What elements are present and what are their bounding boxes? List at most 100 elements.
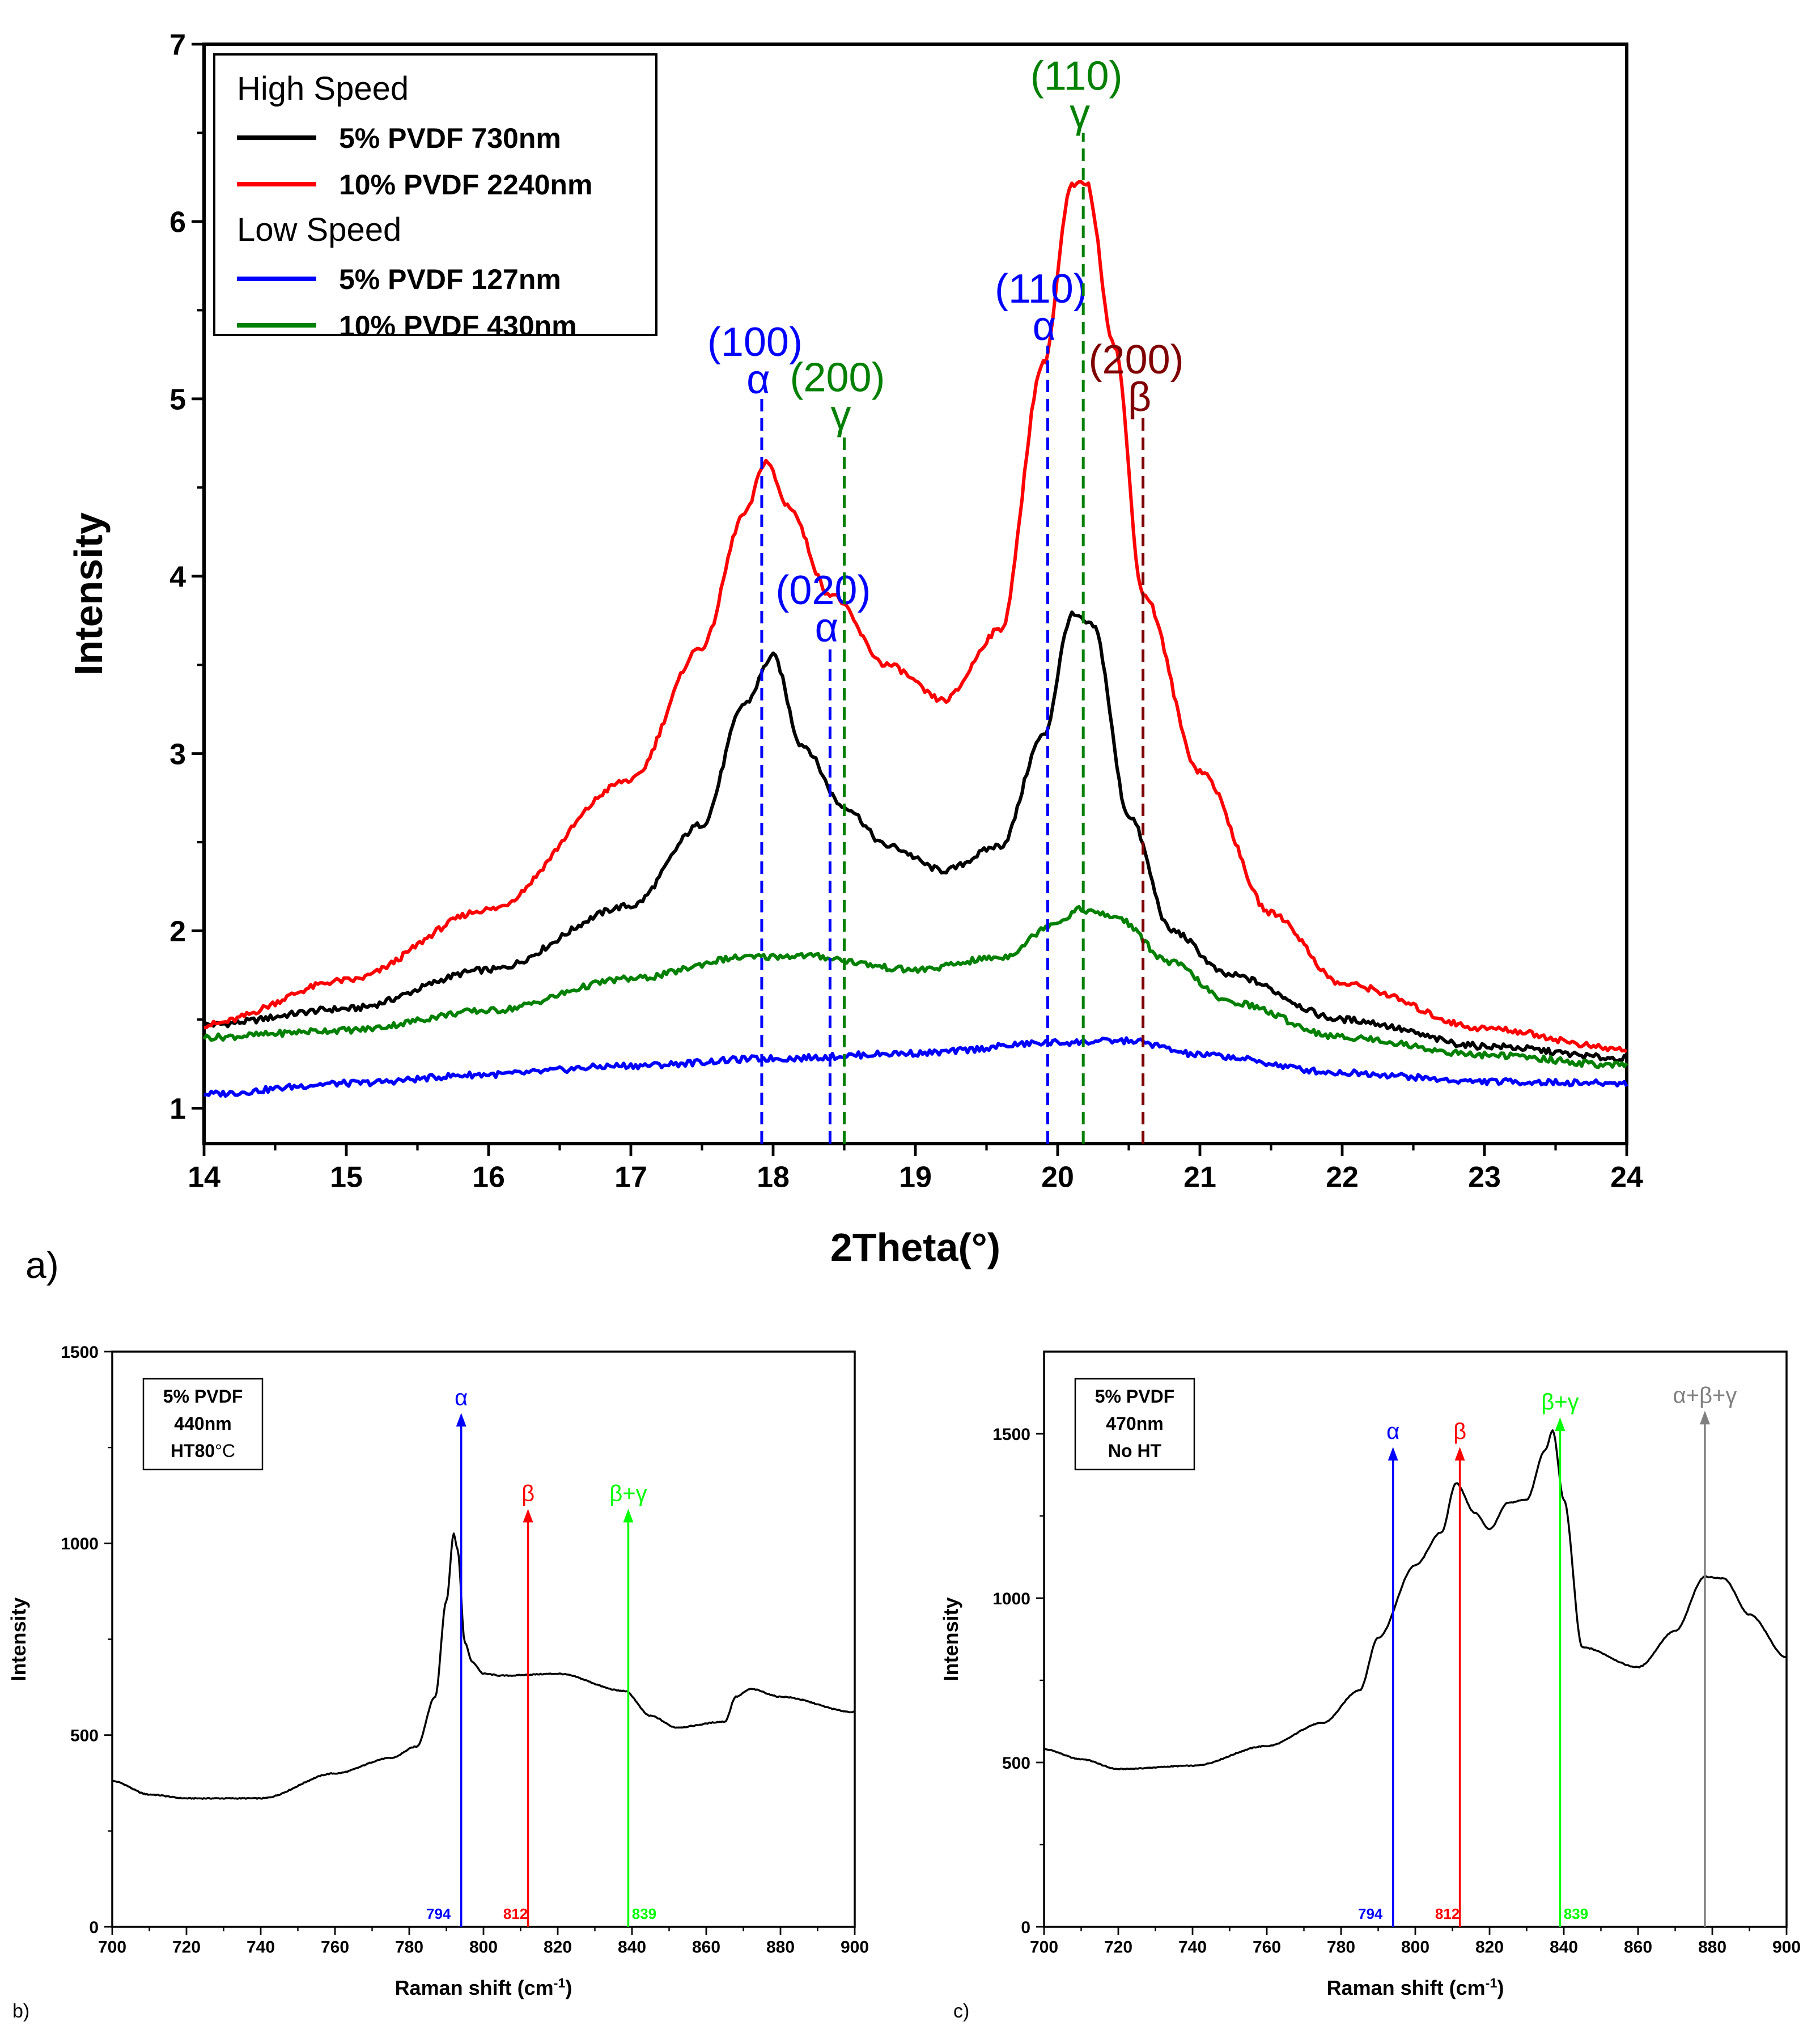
note-line: 470nm xyxy=(1106,1413,1163,1434)
note-line: HT80°C xyxy=(171,1441,235,1461)
x-tick-label: 15 xyxy=(330,1161,363,1194)
chart-c-note: 5% PVDF 470nm No HT xyxy=(1074,1378,1195,1471)
x-tick-label: 740 xyxy=(247,1938,275,1957)
series-line-5-pvdf-127nm xyxy=(203,1036,1628,1098)
x-tick-label: 860 xyxy=(1624,1938,1652,1957)
x-tick-label: 17 xyxy=(614,1161,647,1194)
panel-label: a) xyxy=(26,1244,59,1286)
legend-entry-label: 5% PVDF 730nm xyxy=(339,122,561,154)
y-tick-label: 0 xyxy=(1021,1918,1030,1937)
x-tick-label: 900 xyxy=(841,1938,869,1957)
note-box xyxy=(1074,1378,1195,1471)
marker-plane-label: (020) xyxy=(775,568,871,613)
x-axis-label-text: 2Theta(°) xyxy=(830,1225,1000,1269)
x-tick-label: 840 xyxy=(1550,1938,1578,1957)
x-axis-label-text: Raman shift (cm xyxy=(395,1976,554,1999)
note-line: 5% PVDF xyxy=(163,1386,243,1407)
chart-a-series xyxy=(202,180,1628,1098)
x-tick-label: 760 xyxy=(321,1938,349,1957)
note-text: 5% PVDF xyxy=(163,1386,243,1407)
x-tick-label: 780 xyxy=(395,1938,423,1957)
x-tick-label: 900 xyxy=(1772,1938,1801,1957)
legend-box xyxy=(213,53,657,336)
series-line-10-pvdf-430nm xyxy=(202,904,1628,1069)
x-tick-label: 700 xyxy=(1030,1938,1058,1957)
marker-phase-label: α xyxy=(815,605,839,651)
marker-arrow-head xyxy=(1699,1411,1710,1425)
marker-phase-label: β+γ xyxy=(609,1481,647,1506)
x-axis-label-end: ) xyxy=(565,1976,572,1999)
note-text: HT80 xyxy=(171,1441,215,1461)
note-text: No HT xyxy=(1108,1441,1162,1461)
legend-group-title: Low Speed xyxy=(237,211,401,248)
marker-plane-label: (110) xyxy=(1030,53,1123,99)
chart-b-note: 5% PVDF 440nm HT80°C xyxy=(142,1378,264,1471)
x-axis-label-text: Raman shift (cm xyxy=(1327,1976,1486,1999)
note-line: 440nm xyxy=(174,1413,231,1434)
x-tick-label: 19 xyxy=(899,1161,932,1194)
y-tick-label: 4 xyxy=(169,560,186,593)
x-tick-label: 860 xyxy=(692,1938,720,1957)
panel-label: c) xyxy=(953,2000,969,2022)
marker-arrow-head xyxy=(523,1509,533,1523)
y-tick-label: 5 xyxy=(169,384,186,417)
marker-phase-label: γ xyxy=(1070,91,1090,136)
chart-a-legend: High Speed 5% PVDF 730nm 10% PVDF 2240nm Lo… xyxy=(213,53,657,342)
marker-arrow-head xyxy=(623,1509,634,1523)
legend-group-title: High Speed xyxy=(237,70,409,107)
series-line-raman xyxy=(112,1532,855,1800)
y-axis-label: Intensity xyxy=(66,512,111,676)
y-tick-label: 1 xyxy=(169,1093,186,1125)
note-line: No HT xyxy=(1108,1441,1162,1461)
marker-phase-label: α xyxy=(1033,304,1057,349)
y-tick-label: 2 xyxy=(169,915,186,948)
x-tick-label: 820 xyxy=(544,1938,572,1957)
y-tick-label: 500 xyxy=(1002,1754,1030,1773)
marker-phase-label: β+γ xyxy=(1541,1390,1579,1415)
x-tick-label: 820 xyxy=(1475,1938,1504,1957)
x-tick-label: 800 xyxy=(469,1938,498,1957)
marker-plane-label: (200) xyxy=(790,355,885,400)
y-tick-label: 1500 xyxy=(992,1425,1030,1444)
chart-b-axes: 700 720 740 760 780 800 820 840 860 880 900 0 500 100… xyxy=(7,1343,869,2022)
x-tick-label: 23 xyxy=(1468,1161,1501,1194)
marker-value-label: 794 xyxy=(1358,1905,1383,1922)
panel-label: b) xyxy=(12,2000,29,2022)
y-tick-label: 1000 xyxy=(61,1535,99,1553)
x-tick-label: 720 xyxy=(172,1938,201,1957)
chart-c-markers: α 794 β 812 β+γ 839 α+β+γ xyxy=(1358,1383,1737,1927)
note-text: 470nm xyxy=(1106,1413,1163,1434)
marker-plane-label: (110) xyxy=(995,266,1087,312)
marker-phase-label: α xyxy=(746,357,770,402)
x-tick-label: 24 xyxy=(1610,1161,1643,1194)
marker-phase-label: γ xyxy=(831,392,851,438)
marker-arrow-head xyxy=(1555,1417,1566,1431)
x-tick-label: 760 xyxy=(1253,1938,1281,1957)
y-tick-label: 0 xyxy=(89,1918,99,1937)
marker-value-label: 794 xyxy=(426,1905,451,1922)
x-tick-label: 18 xyxy=(757,1161,790,1194)
marker-phase-label: α+β+γ xyxy=(1673,1383,1737,1408)
x-tick-label: 740 xyxy=(1178,1938,1207,1957)
x-tick-label: 14 xyxy=(188,1161,220,1194)
legend-entry-label: 10% PVDF 2240nm xyxy=(339,169,592,201)
y-tick-label: 7 xyxy=(169,29,186,62)
note-text-unit: °C xyxy=(215,1441,235,1461)
legend-entry-label: 5% PVDF 127nm xyxy=(339,264,561,295)
marker-plane-label: (100) xyxy=(707,320,803,365)
marker-phase-label: α xyxy=(1386,1419,1399,1444)
x-axis-label-sup: -1 xyxy=(554,1976,566,1990)
y-tick-label: 6 xyxy=(169,206,186,239)
marker-phase-label: β xyxy=(1128,375,1151,420)
x-axis-label: Raman shift (cm-1) xyxy=(395,1976,572,1999)
y-axis-label: Intensity xyxy=(939,1597,962,1681)
marker-plane-label: (200) xyxy=(1089,337,1184,383)
y-tick-label: 500 xyxy=(70,1726,99,1745)
chart-b-series xyxy=(112,1532,855,1800)
x-tick-label: 840 xyxy=(618,1938,646,1957)
marker-phase-label: β xyxy=(521,1481,534,1506)
marker-phase-label: β xyxy=(1453,1419,1466,1444)
series-line-raman xyxy=(1043,1429,1787,1770)
chart-c-axes: 700 720 740 760 780 800 820 840 860 880 900 0 500 100… xyxy=(939,1350,1801,2022)
